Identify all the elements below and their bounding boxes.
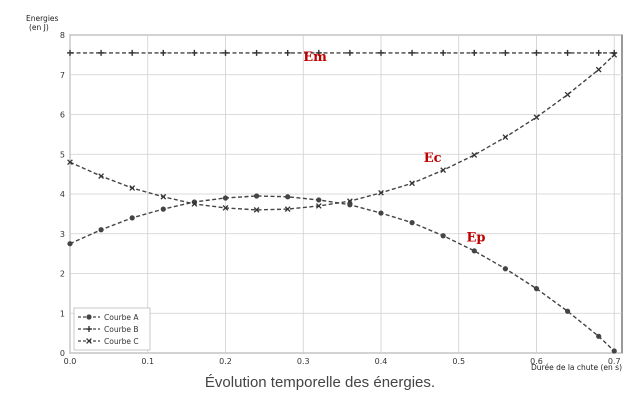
data-point <box>86 338 92 344</box>
data-point <box>86 314 92 320</box>
data-point <box>378 210 384 216</box>
data-point <box>191 49 198 56</box>
annotation-ep: Ep <box>467 231 486 246</box>
legend-item: Courbe A <box>78 313 139 322</box>
x-tick-label: 0.7 <box>608 357 621 366</box>
data-point <box>440 49 447 56</box>
series-courbe-c <box>67 52 618 213</box>
annotation-ec: Ec <box>424 151 442 166</box>
data-point <box>160 193 167 200</box>
x-tick-label: 0.5 <box>452 357 465 366</box>
data-point <box>129 185 136 191</box>
figure-caption: Évolution temporelle des énergies. <box>204 374 436 391</box>
tick-labels: 0.0 0.1 0.2 0.3 0.4 0.5 0.6 0.7 0 1 2 3 4 5 6 7 8 <box>60 31 621 366</box>
data-point <box>253 207 260 213</box>
legend-item: Courbe C <box>78 337 139 346</box>
data-point <box>129 49 136 56</box>
legend-label: Courbe C <box>104 337 139 346</box>
data-point <box>347 202 353 208</box>
y-tick-label: 6 <box>60 111 65 120</box>
data-point <box>471 152 478 158</box>
y-tick-label: 7 <box>60 71 65 80</box>
data-point <box>471 248 477 254</box>
data-point <box>316 197 322 203</box>
data-point <box>315 49 322 56</box>
x-axis-label: Durée de la chute (en s) <box>531 363 622 372</box>
y-tick-label: 0 <box>60 349 65 358</box>
data-point <box>440 167 447 174</box>
data-point <box>253 49 260 56</box>
data-point <box>595 49 602 56</box>
y-axis-label-line2: (en J) <box>29 23 49 32</box>
annotation-em: Em <box>303 50 327 65</box>
y-tick-label: 4 <box>60 190 65 199</box>
x-tick-label: 0.3 <box>297 357 310 366</box>
data-point <box>595 66 602 73</box>
data-point <box>86 326 92 332</box>
y-tick-label: 8 <box>60 31 65 40</box>
data-point <box>129 215 135 221</box>
data-point <box>222 205 229 211</box>
data-point <box>533 49 540 56</box>
data-point <box>409 49 416 56</box>
data-point <box>596 333 602 339</box>
data-point <box>564 91 571 98</box>
data-point <box>502 266 508 272</box>
data-point <box>346 49 353 56</box>
y-tick-label: 3 <box>60 230 65 239</box>
data-point <box>284 49 291 56</box>
x-tick-label: 0.0 <box>64 357 77 366</box>
data-point <box>347 198 353 205</box>
data-point <box>564 308 571 314</box>
series-layer <box>67 49 618 354</box>
data-point <box>533 114 540 121</box>
grid <box>69 34 622 354</box>
series-courbe-b <box>67 49 618 56</box>
data-point <box>222 195 229 201</box>
data-point <box>471 49 478 56</box>
data-point <box>160 206 166 212</box>
data-point <box>502 49 509 56</box>
data-point <box>67 241 73 247</box>
x-tick-label: 0.1 <box>141 357 154 366</box>
data-point <box>409 220 415 226</box>
legend-item: Courbe B <box>78 325 139 334</box>
legend: Courbe A Courbe B Courbe C <box>73 307 151 351</box>
data-point <box>502 134 509 141</box>
legend-label: Courbe B <box>104 325 139 334</box>
data-point <box>440 233 446 239</box>
data-point <box>285 194 291 200</box>
data-point <box>191 201 198 207</box>
data-point <box>533 286 540 292</box>
data-point <box>377 49 384 56</box>
x-tick-label: 0.2 <box>219 357 232 366</box>
annotations: Em Ec Ep <box>303 50 485 246</box>
data-point <box>67 49 73 56</box>
data-point <box>253 193 260 199</box>
data-point <box>222 49 229 56</box>
data-point <box>284 206 291 212</box>
energy-chart: 0.0 0.1 0.2 0.3 0.4 0.5 0.6 0.7 0 1 2 3 4 5 6 7 8 Em Ec Ep… <box>26 14 623 372</box>
y-axis-label-line1: Energies <box>26 14 59 23</box>
x-tick-label: 0.6 <box>530 357 543 366</box>
data-point <box>409 180 415 187</box>
data-point <box>160 49 167 56</box>
y-tick-label: 1 <box>60 309 65 318</box>
data-point <box>98 173 104 179</box>
series-courbe-a <box>67 193 617 354</box>
data-point <box>67 159 73 166</box>
y-tick-label: 5 <box>60 150 65 159</box>
data-point <box>98 49 105 56</box>
data-point <box>98 227 104 233</box>
legend-label: Courbe A <box>104 313 139 322</box>
data-point <box>315 203 322 209</box>
data-point <box>564 49 571 56</box>
data-point <box>611 348 617 354</box>
y-tick-label: 2 <box>60 270 65 279</box>
data-point <box>611 52 618 58</box>
x-tick-label: 0.4 <box>375 357 388 366</box>
data-point <box>378 189 384 196</box>
